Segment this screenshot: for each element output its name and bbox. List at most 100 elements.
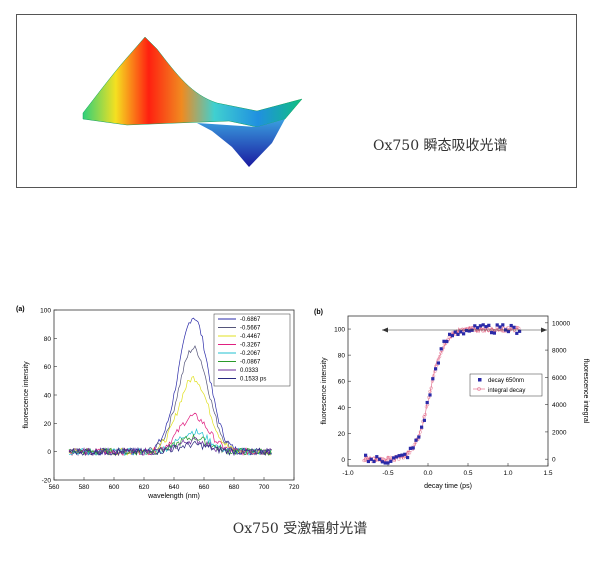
- decay-point: [467, 329, 471, 333]
- bottom-caption: Ox750 受激辐射光谱: [232, 521, 368, 537]
- arrow-head-left: [382, 327, 388, 333]
- y-tick-label-right-b: 0: [552, 457, 556, 464]
- decay-point: [417, 435, 421, 439]
- decay-point: [369, 457, 373, 461]
- panel-label-b: (b): [314, 309, 323, 316]
- decay-point: [450, 334, 454, 338]
- plot-frame-b: [347, 315, 549, 467]
- decay-point: [383, 461, 387, 465]
- y-tick-label-b: 80: [338, 353, 346, 360]
- 3d-surface-plot: [82, 36, 303, 167]
- chart-a: (a) -20 0 20 40 60 80 100 560 580 600 620 640 660 68…: [16, 306, 300, 500]
- decay-point: [366, 459, 370, 464]
- x-tick-label-b: -1.0: [342, 470, 354, 477]
- decay-point: [439, 347, 443, 351]
- y-tick-label-b: 100: [334, 327, 345, 334]
- decay-point: [403, 452, 407, 456]
- integral-point: [506, 326, 510, 330]
- x-tick-label-a: 600: [109, 484, 120, 491]
- y-tick-label-b: 0: [341, 457, 345, 464]
- decay-point: [386, 461, 390, 465]
- series-lines-a: [68, 317, 272, 457]
- decay-point: [501, 323, 505, 327]
- y-tick-label-a: 100: [40, 308, 51, 315]
- decay-point: [389, 459, 393, 463]
- x-tick-label-b: 1.0: [503, 470, 512, 477]
- decay-point: [506, 329, 510, 334]
- legend-a: -0.6867 -0.5667 -0.4467 -0.3267 -0.2067 -0.08…: [213, 313, 291, 387]
- decay-point: [464, 328, 468, 333]
- decay-point: [518, 329, 522, 333]
- legend-swatch-integral: [477, 387, 481, 391]
- integral-point: [436, 357, 440, 361]
- decay-point: [392, 456, 396, 460]
- y-tick-label-right-b: 10000: [552, 320, 570, 327]
- decay-point: [492, 331, 496, 335]
- decay-point: [375, 455, 379, 459]
- decay-point: [400, 453, 404, 457]
- integral-point: [439, 351, 443, 355]
- decay-point: [406, 455, 410, 460]
- y-axis-label-right-b: fluorescence integral: [582, 359, 589, 424]
- integral-point: [437, 355, 442, 359]
- decay-point: [397, 454, 401, 458]
- legend-box-b: [469, 373, 543, 397]
- decay-point: [380, 460, 384, 464]
- y-tick-label-right-b: 2000: [552, 429, 567, 436]
- decay-point: [422, 418, 426, 422]
- x-tick-label-a: 560: [49, 484, 60, 491]
- y-tick-label-a: 20: [44, 421, 52, 428]
- surface-trough: [197, 119, 285, 167]
- y-tick-label-b: 60: [338, 379, 346, 386]
- integral-point: [500, 329, 504, 333]
- x-ticks-a: 560 580 600 620 640 660 680 700 720: [49, 477, 300, 491]
- x-tick-label-a: 660: [199, 484, 210, 491]
- x-tick-label-a: 580: [79, 484, 90, 491]
- legend-label-a: 0.1533 ps: [240, 377, 266, 383]
- integral-point: [481, 329, 485, 333]
- decay-point: [473, 324, 477, 328]
- x-tick-label-a: 640: [169, 484, 180, 491]
- decay-point: [428, 393, 432, 397]
- decay-point: [495, 323, 499, 327]
- decay-point: [431, 377, 435, 381]
- decay-point: [484, 325, 488, 329]
- x-axis-label-b: decay time (ps): [424, 483, 472, 490]
- y-tick-label-b: 20: [338, 431, 346, 438]
- y-tick-label-right-b: 6000: [552, 375, 567, 382]
- x-tick-label-b: -0.5: [382, 470, 394, 477]
- top-caption: Ox750 瞬态吸收光谱: [373, 138, 508, 154]
- decay-point: [498, 325, 502, 329]
- decay-point: [434, 367, 438, 371]
- y-tick-label-right-b: 8000: [552, 348, 567, 355]
- x-axis-label-a: wavelength (nm): [147, 493, 200, 500]
- panel-label-a: (a): [16, 306, 25, 313]
- x-tick-label-a: 680: [229, 484, 240, 491]
- decay-point: [411, 446, 415, 450]
- decay-point: [512, 325, 516, 329]
- y-tick-label-a: 60: [44, 364, 52, 371]
- decay-point: [420, 425, 424, 429]
- decay-point: [442, 339, 446, 343]
- decay-point: [476, 326, 480, 330]
- decay-point: [487, 323, 491, 327]
- decay-point: [453, 330, 457, 334]
- x-tick-label-b: 0.0: [423, 470, 432, 477]
- series-line-a: [68, 317, 272, 456]
- x-tick-label-a: 620: [139, 484, 150, 491]
- y-ticks-b: 0 20 40 60 80 100: [334, 327, 351, 464]
- decay-point: [445, 339, 449, 344]
- decay-point: [408, 446, 412, 450]
- legend-b: decay 650nm integral decay: [469, 373, 543, 397]
- series-line-a: [68, 440, 272, 456]
- y-tick-label-a: 0: [47, 449, 51, 456]
- y-tick-label-b: 40: [338, 405, 346, 412]
- x-tick-label-a: 700: [259, 484, 270, 491]
- y-ticks-a: -20 0 20 40 60 80 100: [40, 308, 57, 485]
- y-ticks-right-b: 0 2000 4000 6000 8000 10000: [545, 320, 570, 464]
- x-ticks-b: -1.0 -0.5 0.0 0.5 1.0 1.5: [342, 463, 553, 477]
- y-tick-label-right-b: 4000: [552, 402, 567, 409]
- decay-point: [436, 361, 440, 365]
- decay-point: [372, 459, 376, 464]
